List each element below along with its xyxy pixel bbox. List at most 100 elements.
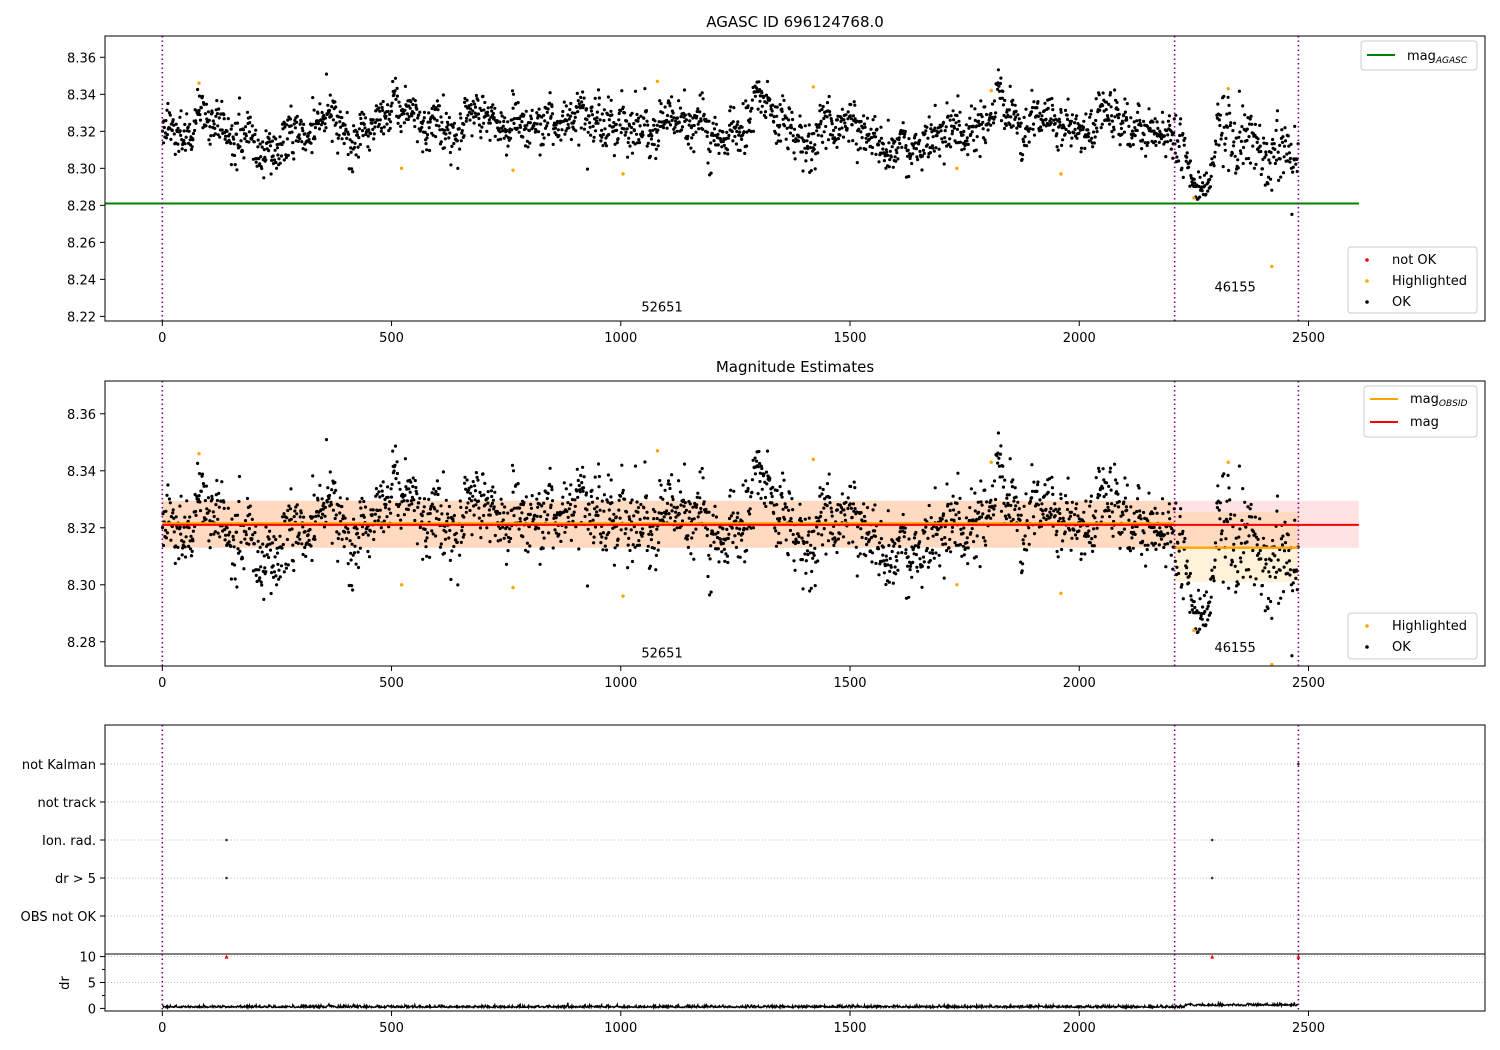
ok-point: [1059, 496, 1063, 501]
ok-point: [237, 96, 242, 100]
ok-point: [1247, 135, 1251, 139]
ok-point: [582, 475, 586, 479]
ok-point: [421, 510, 425, 514]
ok-point: [208, 546, 212, 550]
ok-point: [863, 519, 867, 524]
highlighted-point: [197, 451, 201, 456]
ok-point: [1018, 124, 1022, 128]
ok-point: [471, 494, 475, 498]
ok-point: [301, 525, 305, 529]
ok-point: [640, 527, 645, 531]
ok-point: [983, 138, 987, 142]
agasc-xtick-label: 0: [158, 331, 166, 346]
ok-point: [311, 515, 315, 519]
ok-point: [989, 516, 993, 520]
ok-point: [1163, 140, 1167, 144]
ok-point: [1025, 144, 1029, 148]
ok-point: [588, 125, 592, 129]
ok-point: [479, 136, 483, 140]
ok-point: [509, 536, 513, 541]
ok-point: [534, 129, 538, 133]
ok-point: [691, 531, 695, 535]
ok-point: [1169, 147, 1173, 151]
ok-point: [529, 117, 534, 121]
ok-point: [501, 525, 505, 529]
ok-point: [601, 548, 605, 552]
ok-point: [931, 534, 935, 538]
ok-point: [994, 111, 998, 115]
ok-point: [630, 151, 635, 155]
ok-point: [197, 108, 201, 113]
ok-point: [728, 494, 732, 498]
ok-point: [1030, 496, 1034, 500]
ok-point: [1108, 470, 1112, 474]
ok-point: [1053, 502, 1057, 506]
ok-point: [1054, 533, 1058, 537]
ok-point: [541, 530, 545, 535]
ok-point: [1113, 503, 1117, 508]
ok-point: [188, 122, 192, 126]
ok-point: [707, 553, 711, 557]
ok-point: [483, 481, 487, 485]
ok-point: [708, 149, 712, 154]
ok-point: [774, 544, 779, 548]
ok-point: [411, 102, 415, 107]
ok-point: [1246, 505, 1250, 509]
ok-point: [194, 119, 198, 123]
ok-point: [1170, 527, 1174, 531]
ok-point: [1097, 469, 1101, 473]
ok-point: [333, 516, 337, 521]
ok-point: [302, 122, 306, 126]
ok-point: [881, 545, 886, 549]
ok-point: [529, 506, 534, 510]
ok-point: [840, 492, 845, 496]
ok-point: [940, 537, 944, 542]
ok-point: [871, 508, 875, 512]
ok-point: [1116, 116, 1121, 120]
ok-point: [258, 142, 262, 146]
ok-point: [228, 530, 232, 534]
ok-point: [781, 117, 785, 121]
ok-point: [1180, 532, 1184, 536]
ok-point: [873, 135, 878, 139]
ok-point: [1110, 510, 1114, 514]
ok-point: [1245, 138, 1249, 143]
ok-point: [689, 146, 693, 150]
ok-point: [537, 130, 541, 134]
ok-point: [329, 114, 333, 118]
ok-point: [1178, 514, 1182, 519]
ok-point: [630, 559, 635, 564]
ok-point: [714, 122, 719, 126]
ok-point: [560, 128, 564, 132]
ok-point: [1266, 606, 1270, 611]
ok-point: [845, 126, 849, 131]
ok-point: [1175, 155, 1179, 159]
ok-point: [338, 511, 342, 515]
ok-point: [369, 508, 373, 512]
ok-point: [292, 515, 296, 519]
ok-point: [214, 503, 218, 507]
ok-point: [1253, 532, 1257, 536]
ok-point: [1247, 156, 1251, 161]
ok-point: [1113, 462, 1117, 466]
dr-xtick-label: 2000: [1063, 1021, 1096, 1036]
ok-point: [1112, 128, 1116, 132]
ok-point: [434, 516, 438, 521]
ok-point: [281, 542, 285, 547]
ok-point: [962, 147, 966, 151]
ok-point: [1079, 557, 1083, 562]
ok-point: [302, 515, 306, 519]
ok-point: [735, 515, 739, 520]
ok-point: [799, 125, 804, 129]
ok-point: [705, 534, 709, 538]
ok-point: [260, 166, 264, 171]
ok-point: [1015, 126, 1019, 130]
ok-point: [934, 146, 938, 150]
ok-point: [825, 115, 829, 119]
ok-point: [463, 100, 467, 104]
ok-point: [235, 168, 239, 172]
ok-point: [1116, 492, 1120, 496]
dr-axis-label: dr: [58, 976, 73, 990]
ok-point: [625, 119, 629, 123]
ok-point: [1108, 93, 1112, 97]
